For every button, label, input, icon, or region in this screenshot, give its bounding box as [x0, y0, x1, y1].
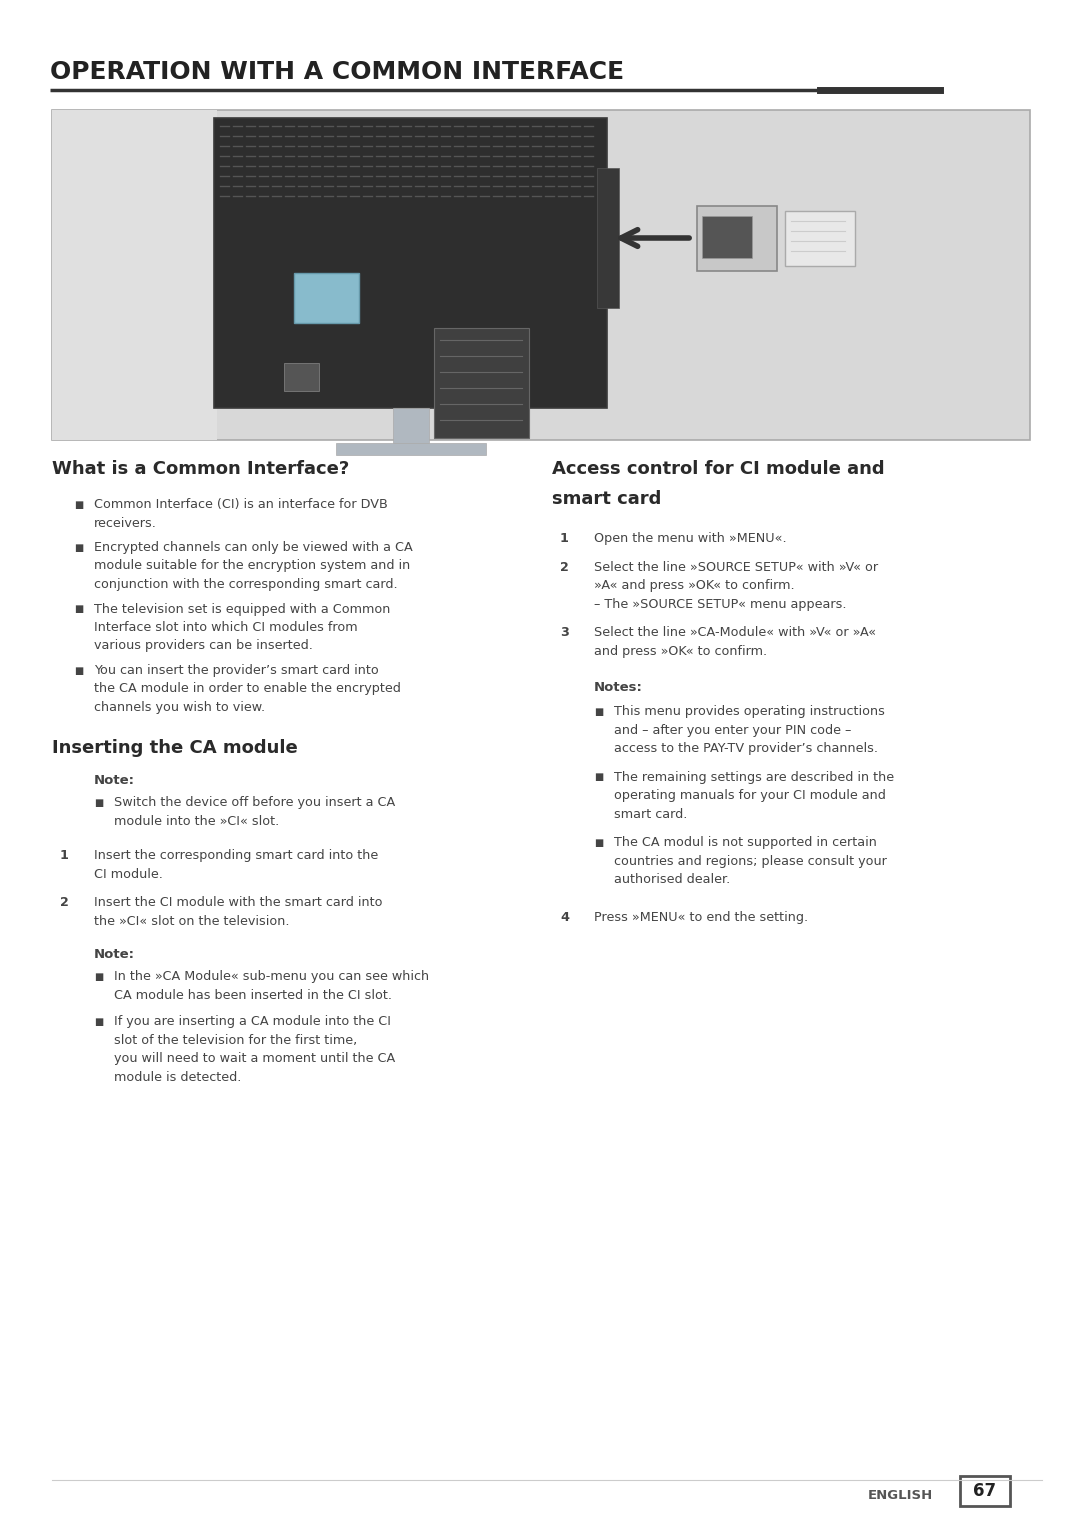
Text: smart card: smart card — [552, 490, 661, 509]
Text: channels you wish to view.: channels you wish to view. — [94, 702, 265, 714]
Text: and – after you enter your PIN code –: and – after you enter your PIN code – — [615, 723, 851, 737]
Text: Encrypted channels can only be viewed with a CA: Encrypted channels can only be viewed wi… — [94, 541, 413, 555]
Text: Insert the corresponding smart card into the: Insert the corresponding smart card into… — [94, 850, 378, 863]
Text: ■: ■ — [75, 604, 83, 614]
Text: ■: ■ — [594, 838, 604, 847]
Text: 2: 2 — [561, 561, 569, 573]
Text: ■: ■ — [94, 798, 104, 809]
Text: 4: 4 — [561, 912, 569, 924]
Text: Access control for CI module and: Access control for CI module and — [552, 460, 885, 478]
Text: 2: 2 — [60, 896, 69, 910]
Text: Inserting the CA module: Inserting the CA module — [52, 740, 298, 757]
Bar — [392, 408, 429, 443]
Text: conjunction with the corresponding smart card.: conjunction with the corresponding smart… — [94, 578, 397, 591]
Text: Note:: Note: — [94, 948, 135, 962]
Text: »A« and press »OK« to confirm.: »A« and press »OK« to confirm. — [594, 579, 795, 591]
Bar — [960, 1475, 1010, 1506]
Bar — [434, 328, 529, 438]
Text: Select the line »CA-Module« with »V« or »A«: Select the line »CA-Module« with »V« or … — [594, 627, 876, 639]
Text: various providers can be inserted.: various providers can be inserted. — [94, 639, 313, 653]
Bar — [294, 273, 359, 323]
Text: ■: ■ — [594, 772, 604, 783]
Text: Common Interface (CI) is an interface for DVB: Common Interface (CI) is an interface fo… — [94, 498, 388, 512]
Text: This menu provides operating instructions: This menu provides operating instruction… — [615, 705, 885, 719]
Text: Notes:: Notes: — [594, 682, 643, 694]
Text: the »CI« slot on the television.: the »CI« slot on the television. — [94, 915, 289, 928]
Bar — [785, 211, 855, 267]
Text: In the »CA Module« sub-menu you can see which: In the »CA Module« sub-menu you can see … — [114, 970, 429, 984]
Text: module suitable for the encryption system and in: module suitable for the encryption syste… — [94, 559, 410, 573]
Text: ■: ■ — [75, 542, 83, 553]
Text: Note:: Note: — [94, 775, 135, 787]
Text: 1: 1 — [60, 850, 69, 863]
Text: slot of the television for the first time,: slot of the television for the first tim… — [114, 1034, 357, 1046]
Bar — [284, 363, 319, 391]
Text: you will need to wait a moment until the CA: you will need to wait a moment until the… — [114, 1052, 395, 1065]
Text: 1: 1 — [561, 532, 569, 545]
Text: What is a Common Interface?: What is a Common Interface? — [52, 460, 349, 478]
Text: Interface slot into which CI modules from: Interface slot into which CI modules fro… — [94, 620, 357, 634]
Text: The CA modul is not supported in certain: The CA modul is not supported in certain — [615, 836, 877, 849]
Bar — [336, 443, 486, 455]
Text: operating manuals for your CI module and: operating manuals for your CI module and — [615, 789, 886, 801]
Text: smart card.: smart card. — [615, 807, 687, 821]
Bar — [697, 205, 777, 271]
Text: ENGLISH: ENGLISH — [868, 1489, 933, 1501]
Text: receivers.: receivers. — [94, 516, 157, 530]
Text: ■: ■ — [75, 499, 83, 510]
Text: OPERATION WITH A COMMON INTERFACE: OPERATION WITH A COMMON INTERFACE — [50, 60, 624, 84]
Bar — [597, 169, 619, 308]
Text: Insert the CI module with the smart card into: Insert the CI module with the smart card… — [94, 896, 382, 910]
Text: module is detected.: module is detected. — [114, 1071, 241, 1085]
Text: ■: ■ — [94, 1017, 104, 1028]
Text: CI module.: CI module. — [94, 869, 163, 881]
Text: CA module has been inserted in the CI slot.: CA module has been inserted in the CI sl… — [114, 990, 392, 1002]
Text: – The »SOURCE SETUP« menu appears.: – The »SOURCE SETUP« menu appears. — [594, 597, 847, 610]
Bar — [214, 118, 607, 408]
Bar — [52, 110, 217, 440]
Bar — [702, 216, 752, 257]
Text: Select the line »SOURCE SETUP« with »V« or: Select the line »SOURCE SETUP« with »V« … — [594, 561, 878, 573]
Text: authorised dealer.: authorised dealer. — [615, 873, 730, 885]
Text: ■: ■ — [594, 706, 604, 717]
Text: You can insert the provider’s smart card into: You can insert the provider’s smart card… — [94, 663, 379, 677]
Text: ■: ■ — [94, 973, 104, 982]
Text: Open the menu with »MENU«.: Open the menu with »MENU«. — [594, 532, 786, 545]
Text: ■: ■ — [75, 666, 83, 676]
Text: access to the PAY-TV provider’s channels.: access to the PAY-TV provider’s channels… — [615, 741, 878, 755]
Text: Press »MENU« to end the setting.: Press »MENU« to end the setting. — [594, 912, 808, 924]
Text: countries and regions; please consult your: countries and regions; please consult yo… — [615, 855, 887, 867]
Text: Switch the device off before you insert a CA: Switch the device off before you insert … — [114, 797, 395, 809]
Text: 3: 3 — [561, 627, 569, 639]
Text: 67: 67 — [973, 1481, 997, 1500]
Text: the CA module in order to enable the encrypted: the CA module in order to enable the enc… — [94, 682, 401, 696]
Bar — [52, 110, 1030, 440]
Text: The television set is equipped with a Common: The television set is equipped with a Co… — [94, 602, 390, 616]
Text: The remaining settings are described in the: The remaining settings are described in … — [615, 771, 894, 783]
Text: If you are inserting a CA module into the CI: If you are inserting a CA module into th… — [114, 1016, 391, 1028]
Text: module into the »CI« slot.: module into the »CI« slot. — [114, 815, 280, 827]
Text: and press »OK« to confirm.: and press »OK« to confirm. — [594, 645, 767, 657]
